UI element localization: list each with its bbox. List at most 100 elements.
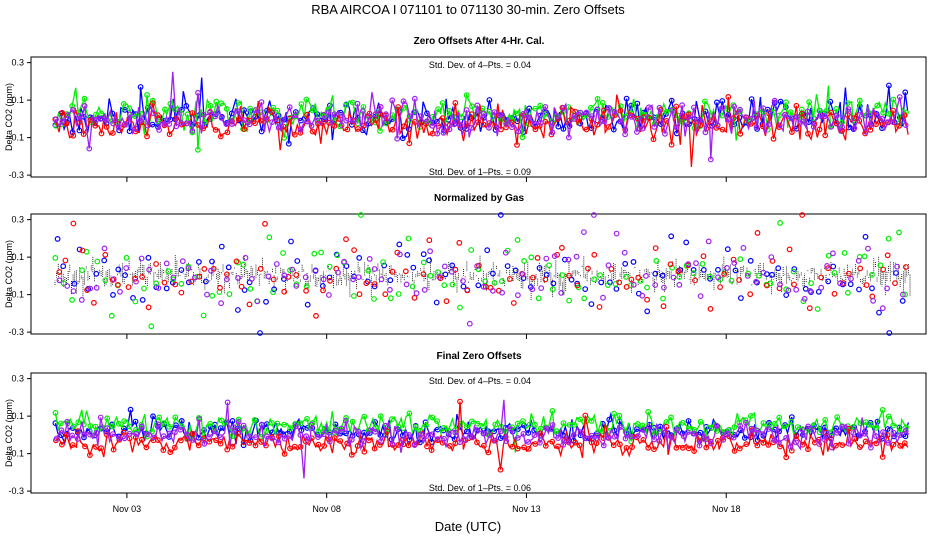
series-4-point xyxy=(708,440,714,447)
series-4-point xyxy=(281,435,288,442)
y-tick-label: -0.3 xyxy=(8,327,24,337)
series-1-point xyxy=(738,295,744,302)
series-1-point xyxy=(399,135,406,142)
series-1-point xyxy=(568,276,575,283)
series-4-point xyxy=(651,436,657,443)
series-4-point xyxy=(529,286,536,293)
series-1-point xyxy=(707,275,713,282)
series-4-point xyxy=(810,427,817,434)
series-2-point xyxy=(102,277,109,284)
series-2-point xyxy=(790,268,797,275)
series-2-point xyxy=(653,257,660,264)
series-4-point xyxy=(354,100,361,107)
series-4-point xyxy=(896,94,903,100)
series-3-point xyxy=(270,276,277,283)
series-3-point xyxy=(59,109,66,116)
series-2-point xyxy=(874,102,881,109)
series-4-point xyxy=(254,298,261,305)
series-3-point xyxy=(189,110,196,116)
series-2-point xyxy=(334,252,341,259)
series-3-point xyxy=(856,444,863,451)
series-3-point xyxy=(468,111,475,118)
series-4-point xyxy=(184,120,190,127)
series-2-point xyxy=(247,286,254,292)
series-2-point xyxy=(108,312,115,319)
series-4-point xyxy=(865,245,871,252)
series-1-point xyxy=(668,233,675,240)
series-2-point xyxy=(868,421,875,428)
series-4-point xyxy=(242,254,249,261)
series-3-point xyxy=(645,444,652,451)
series-3-point xyxy=(880,266,887,273)
series-4-point xyxy=(258,421,265,428)
series-3-point xyxy=(822,132,829,139)
series-4-point xyxy=(58,427,65,434)
series-4-point xyxy=(451,121,458,128)
series-2-point xyxy=(526,421,533,428)
series-3-point xyxy=(509,443,516,450)
series-2-point xyxy=(427,272,434,279)
series-4-point xyxy=(150,434,157,441)
series-2-point xyxy=(697,418,704,425)
series-1-point xyxy=(902,89,909,96)
series-2-point xyxy=(165,268,172,275)
series-2-point xyxy=(644,284,650,291)
series-3-point xyxy=(765,442,772,448)
series-2-point xyxy=(728,277,735,284)
series-4-point xyxy=(857,432,863,439)
series-2-point xyxy=(877,262,884,269)
series-3-point xyxy=(405,442,412,449)
series-1-point xyxy=(623,95,630,102)
series-3-point xyxy=(679,444,686,451)
series-2-point xyxy=(349,418,356,425)
series-1-point xyxy=(433,299,440,306)
series-3-point xyxy=(241,126,248,133)
series-4-point xyxy=(742,114,749,120)
series-2-point xyxy=(679,419,686,426)
series-3-point xyxy=(98,130,105,137)
series-4-point xyxy=(308,122,315,129)
series-2-point xyxy=(520,418,526,424)
series-4-point xyxy=(890,119,896,125)
series-4-point xyxy=(565,134,572,141)
series-4-point xyxy=(343,117,350,124)
series-4-point xyxy=(696,442,703,449)
series-2-point xyxy=(251,417,258,423)
series-4-point xyxy=(70,106,76,113)
series-3-point xyxy=(616,279,623,286)
series-3-point xyxy=(343,236,349,243)
series-3-point xyxy=(685,111,692,118)
series-1-point xyxy=(588,125,595,132)
series-4-point xyxy=(171,429,178,436)
series-1-point xyxy=(634,426,640,433)
series-2-point xyxy=(794,424,801,431)
series-4-point xyxy=(520,110,527,117)
series-4-point xyxy=(807,288,813,294)
series-3-point xyxy=(480,121,487,128)
series-2-point xyxy=(423,422,430,429)
series-2-point xyxy=(269,420,275,427)
series-4-point xyxy=(441,263,448,270)
series-4-point xyxy=(325,109,332,115)
series-4-point xyxy=(235,275,241,281)
series-4-point xyxy=(588,432,595,439)
series-4-point xyxy=(166,121,173,127)
series-4-point xyxy=(696,116,703,123)
series-2-point xyxy=(825,252,832,259)
series-3-point xyxy=(798,110,805,117)
series-4-point xyxy=(661,284,667,291)
series-1-point xyxy=(775,265,782,272)
series-4-point xyxy=(519,271,526,278)
series-4-point xyxy=(389,441,396,447)
series-1-point xyxy=(628,102,635,109)
series-4-point xyxy=(509,124,515,131)
series-1-point xyxy=(644,308,651,315)
series-2-point xyxy=(132,298,139,305)
series-4-point xyxy=(127,111,133,118)
series-3-point xyxy=(238,283,245,290)
series-4-point xyxy=(870,297,876,304)
series-2-point xyxy=(885,235,892,242)
series-3-point xyxy=(437,275,444,282)
series-1-point xyxy=(497,435,504,442)
series-1-point xyxy=(652,270,659,277)
